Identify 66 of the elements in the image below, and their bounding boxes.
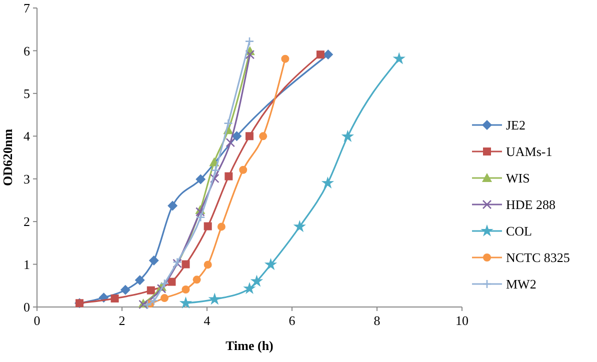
point	[182, 260, 190, 268]
x-tick-label: 2	[118, 313, 126, 328]
y-tick-label: 0	[24, 300, 30, 315]
point	[146, 286, 155, 294]
point	[179, 296, 192, 309]
point	[264, 258, 278, 270]
legend-label: COL	[506, 224, 532, 239]
y-tick-label: 3	[24, 171, 30, 186]
legend-label: UAMs-1	[506, 144, 552, 160]
point	[196, 212, 206, 222]
point	[226, 138, 236, 148]
point	[224, 172, 233, 180]
point	[243, 282, 256, 294]
point	[168, 200, 178, 211]
point	[224, 118, 233, 128]
point	[316, 50, 324, 59]
point	[210, 174, 220, 184]
x-tick-label: 10	[456, 313, 468, 328]
legend-label: JE2	[506, 118, 526, 133]
point	[323, 50, 334, 60]
x-tick-label: 8	[374, 313, 380, 328]
point	[182, 285, 190, 294]
point	[245, 50, 255, 60]
y-tick-label: 1	[24, 256, 30, 272]
legend-label: WIS	[506, 170, 530, 186]
point	[321, 176, 334, 189]
point	[204, 260, 212, 269]
point	[341, 130, 354, 142]
point	[281, 54, 290, 63]
point	[259, 132, 268, 140]
point	[208, 292, 221, 305]
y-tick-label: 2	[24, 214, 30, 230]
point	[134, 275, 145, 286]
point	[392, 52, 406, 64]
point	[160, 278, 170, 288]
point	[204, 222, 212, 230]
point	[142, 300, 152, 310]
legend-label: NCTC 8325	[506, 250, 570, 266]
x-axis-title: Time (h)	[226, 338, 274, 353]
point	[217, 222, 226, 231]
point	[210, 166, 220, 175]
point	[120, 284, 130, 295]
point	[250, 274, 264, 287]
point	[293, 220, 306, 232]
point	[160, 294, 168, 302]
y-axis-title: OD620nm	[0, 128, 15, 186]
legend-label: HDE 288	[506, 197, 556, 212]
point	[246, 132, 254, 140]
point	[196, 174, 206, 184]
point	[232, 131, 242, 142]
y-tick-label: 5	[24, 86, 30, 101]
x-tick-label: 4	[204, 313, 211, 328]
point	[149, 296, 159, 306]
x-tick-label: 6	[288, 313, 296, 328]
point	[239, 166, 248, 174]
point	[168, 278, 176, 286]
legend-label: MW2	[506, 276, 536, 292]
point	[148, 255, 159, 266]
y-tick-label: 7	[24, 0, 30, 16]
y-tick-label: 4	[24, 128, 30, 144]
point	[110, 294, 119, 302]
x-tick-label: 0	[34, 313, 40, 328]
point	[244, 36, 254, 46]
point	[192, 276, 201, 284]
point	[156, 284, 166, 294]
y-tick-label: 6	[24, 43, 30, 58]
